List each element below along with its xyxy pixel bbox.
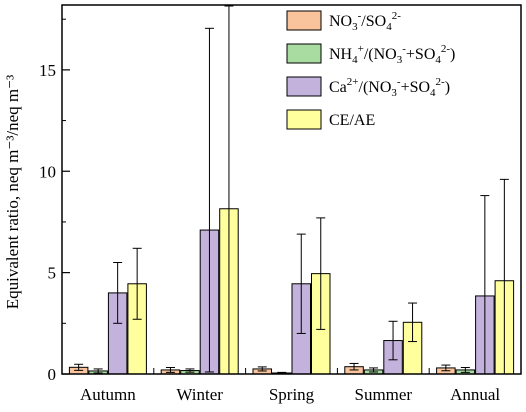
error-bar [296,233,306,334]
x-tick-label: Autumn [80,385,136,404]
x-tick-label: Summer [354,385,412,404]
error-bar [441,364,451,372]
error-bar [316,217,326,330]
y-axis: 0 5 10 15 [39,18,70,384]
legend-label: NO3-/SO42- [329,10,401,33]
error-bar [204,27,214,373]
legend-label: Ca2+/(NO3-+SO42-) [329,76,450,99]
legend-label: CE/AE [329,112,375,129]
error-bar [369,367,379,373]
legend-item: Ca2+/(NO3-+SO42-) [286,76,450,99]
x-tick-label: Spring [269,385,315,404]
error-bar [165,367,175,373]
legend: NO3-/SO42- NH4+/(NO3-+SO42-) Ca2+/(NO3-+SO… [286,10,455,130]
x-axis: Autumn Winter Spring Summer Annual [61,368,522,404]
error-bar [460,367,470,373]
legend-item: NH4+/(NO3-+SO42-) [286,43,455,66]
plot-frame [61,4,522,375]
error-bar [388,320,398,361]
legend-swatch [286,109,322,130]
error-bar [349,362,359,371]
error-bar [74,363,84,371]
y-tick-label: 10 [39,162,56,181]
y-tick-label: 15 [39,61,56,80]
error-bar [132,247,142,320]
x-tick-label: Annual [450,385,500,404]
legend-item: CE/AE [286,109,375,130]
y-tick-label: 0 [48,365,57,384]
legend-item: NO3-/SO42- [286,10,401,33]
error-bar [408,302,418,343]
legend-swatch [286,10,322,31]
y-axis-title: Equivalent ratio, neq m⁻³/neq m⁻³ [3,75,22,309]
y-tick-label: 5 [48,264,57,283]
legend-swatch [286,76,322,97]
legend-label: NH4+/(NO3-+SO42-) [329,43,455,66]
error-bars-layer [74,5,509,375]
error-bar [257,366,267,372]
error-bar [185,368,195,373]
error-bar [93,368,103,374]
error-bar [113,261,123,324]
bars-layer [68,208,515,375]
legend-swatch [286,43,322,64]
x-tick-label: Winter [176,385,223,404]
